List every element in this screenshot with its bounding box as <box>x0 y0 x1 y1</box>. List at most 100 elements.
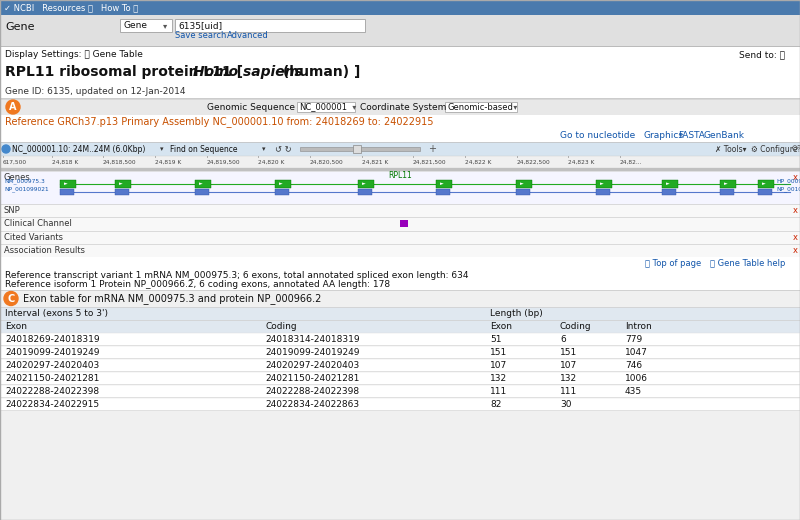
Bar <box>662 180 678 188</box>
Bar <box>120 19 172 32</box>
Bar <box>0 346 800 359</box>
Bar <box>0 62 800 63</box>
Text: 51: 51 <box>490 335 502 344</box>
Text: ▾: ▾ <box>163 21 167 30</box>
Bar <box>0 15 800 46</box>
Bar <box>0 98 800 99</box>
Text: Advanced: Advanced <box>227 32 269 41</box>
Text: NP_001099021: NP_001099021 <box>4 186 49 192</box>
Text: 24022834-24022863: 24022834-24022863 <box>265 400 359 409</box>
Text: Exon table for mRNA NM_000975.3 and protein NP_000966.2: Exon table for mRNA NM_000975.3 and prot… <box>23 293 322 304</box>
Text: ↺ ↻: ↺ ↻ <box>275 145 292 153</box>
Bar <box>358 180 374 188</box>
Text: 111: 111 <box>490 387 507 396</box>
Bar <box>195 180 211 188</box>
Text: 24,821,500: 24,821,500 <box>413 160 446 164</box>
Text: 24,818 K: 24,818 K <box>52 160 78 164</box>
Circle shape <box>6 100 20 114</box>
Bar <box>0 398 800 411</box>
Text: 107: 107 <box>490 361 507 370</box>
Bar <box>0 115 800 129</box>
Text: ►: ► <box>440 181 444 187</box>
Text: RPL11: RPL11 <box>388 172 412 180</box>
Bar <box>275 189 289 195</box>
Text: Coding: Coding <box>560 322 592 331</box>
Text: 24020297-24020403: 24020297-24020403 <box>5 361 99 370</box>
Text: NC_000001.10: 24M..24M (6.0Kbp): NC_000001.10: 24M..24M (6.0Kbp) <box>12 145 146 153</box>
Bar <box>353 145 361 153</box>
Text: 24,82...: 24,82... <box>620 160 642 164</box>
Text: Reference isoform 1 Protein NP_000966.2, 6 coding exons, annotated AA length: 17: Reference isoform 1 Protein NP_000966.2,… <box>5 280 390 289</box>
Bar <box>0 115 800 116</box>
Bar <box>0 371 800 372</box>
Bar <box>0 307 800 320</box>
Bar <box>297 102 355 112</box>
Text: x: x <box>793 206 798 215</box>
Text: ✓ NCBI   Resources ⓘ   How To ⓘ: ✓ NCBI Resources ⓘ How To ⓘ <box>4 3 138 12</box>
Text: 24018314-24018319: 24018314-24018319 <box>265 335 360 344</box>
Text: ►: ► <box>600 181 604 187</box>
Text: Genes: Genes <box>4 173 30 181</box>
Text: 24,822,500: 24,822,500 <box>517 160 550 164</box>
Text: 24,823 K: 24,823 K <box>568 160 594 164</box>
Text: NP_001097311: NP_001097311 <box>776 186 800 192</box>
Text: 24,822 K: 24,822 K <box>465 160 491 164</box>
Bar <box>516 180 532 188</box>
Text: 24019099-24019249: 24019099-24019249 <box>265 348 359 357</box>
Text: ▾: ▾ <box>262 146 266 152</box>
Bar <box>175 19 365 32</box>
Text: ►: ► <box>762 181 766 187</box>
Text: 24018269-24018319: 24018269-24018319 <box>5 335 100 344</box>
Text: Clinical Channel: Clinical Channel <box>4 219 72 228</box>
Text: ⓘ Gene Table help: ⓘ Gene Table help <box>710 258 786 267</box>
Text: ▾: ▾ <box>511 102 518 111</box>
Bar <box>758 189 772 195</box>
Bar <box>662 189 676 195</box>
Bar <box>0 359 800 372</box>
Text: Gene: Gene <box>123 21 147 30</box>
Bar <box>0 290 800 291</box>
Bar <box>0 62 800 87</box>
Bar <box>0 156 800 168</box>
Bar <box>596 180 612 188</box>
Text: ►: ► <box>199 181 202 187</box>
Text: 24,821 K: 24,821 K <box>362 160 388 164</box>
Bar <box>0 46 800 47</box>
Text: Genomic Sequence: Genomic Sequence <box>207 102 295 111</box>
Text: ►: ► <box>520 181 524 187</box>
Text: GenBank: GenBank <box>703 131 744 140</box>
Text: Coordinate System: Coordinate System <box>360 102 446 111</box>
Bar <box>0 231 800 244</box>
Text: NM_000975.3: NM_000975.3 <box>4 178 45 184</box>
Text: 24,819 K: 24,819 K <box>155 160 182 164</box>
Text: Genomic-based: Genomic-based <box>447 102 513 111</box>
Text: 6135[uid]: 6135[uid] <box>178 21 222 30</box>
Bar <box>0 129 800 142</box>
Text: C: C <box>7 293 14 304</box>
Bar <box>0 204 800 217</box>
Text: 132: 132 <box>560 374 577 383</box>
Text: Length (bp): Length (bp) <box>490 309 542 318</box>
Text: Reference transcript variant 1 mRNA NM_000975.3; 6 exons, total annotated splice: Reference transcript variant 1 mRNA NM_0… <box>5 271 469 280</box>
Text: Coding: Coding <box>265 322 297 331</box>
Text: x: x <box>793 246 798 255</box>
Bar <box>0 257 800 269</box>
Text: +: + <box>428 144 436 154</box>
Text: Cited Variants: Cited Variants <box>4 233 63 242</box>
Text: Send to: ⓘ: Send to: ⓘ <box>739 50 785 59</box>
Text: Association Results: Association Results <box>4 246 85 255</box>
Text: Graphics: Graphics <box>643 131 683 140</box>
Bar <box>0 345 800 346</box>
Text: Save search: Save search <box>175 32 226 41</box>
Bar <box>0 244 800 257</box>
Text: FASTA: FASTA <box>678 131 705 140</box>
Bar <box>0 358 800 359</box>
Bar <box>0 217 800 231</box>
Bar <box>720 180 736 188</box>
Bar <box>195 189 209 195</box>
Bar <box>0 142 800 156</box>
Bar <box>516 189 530 195</box>
Text: ⚙ Configure: ⚙ Configure <box>751 145 798 153</box>
Text: Exon: Exon <box>490 322 512 331</box>
Text: x: x <box>793 233 798 242</box>
